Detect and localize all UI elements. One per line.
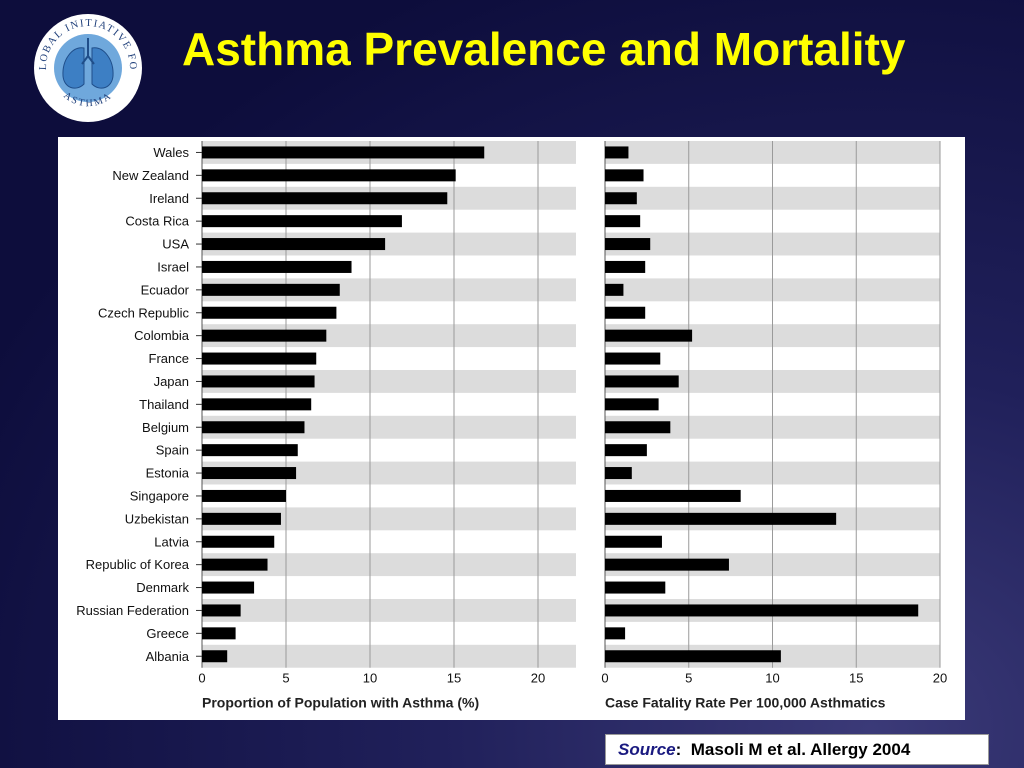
bar [605, 283, 624, 296]
source-label: Source [618, 739, 676, 759]
x-tick-label: 0 [198, 671, 205, 686]
bar [605, 146, 629, 159]
bar [202, 215, 402, 228]
bar [605, 558, 729, 571]
bar [605, 306, 646, 319]
category-label: Singapore [130, 488, 189, 503]
bar [605, 512, 837, 525]
category-label: Denmark [136, 580, 189, 595]
x-tick-label: 0 [601, 671, 608, 686]
bar [202, 352, 317, 365]
category-label: Colombia [134, 328, 190, 343]
chart-panel: Wales New Zealand Ireland Costa Rica USA Isra… [58, 137, 965, 720]
bar [605, 260, 646, 273]
x-tick-label: 20 [933, 671, 947, 686]
bar [202, 169, 456, 182]
bar [605, 352, 661, 365]
category-label: France [149, 351, 189, 366]
bar [202, 306, 337, 319]
bar [605, 581, 666, 594]
x-tick-label: 15 [447, 671, 461, 686]
category-label: New Zealand [112, 168, 189, 183]
category-label: Wales [153, 145, 189, 160]
category-label: Czech Republic [98, 305, 190, 320]
row-band [202, 553, 576, 577]
x-tick-label: 5 [282, 671, 289, 686]
row-band [202, 644, 576, 668]
bar [605, 604, 919, 617]
x-tick-label: 5 [685, 671, 692, 686]
bar [605, 215, 641, 228]
bar [202, 398, 312, 411]
bar [605, 375, 679, 388]
bar [605, 329, 693, 342]
category-label: Japan [154, 374, 189, 389]
bar [202, 467, 297, 480]
bar [202, 650, 228, 663]
category-label: Ireland [149, 191, 189, 206]
category-label: Israel [157, 259, 189, 274]
bar [202, 581, 255, 594]
bar [202, 260, 352, 273]
bar [605, 398, 659, 411]
bar [605, 192, 637, 205]
category-label: Estonia [146, 466, 190, 481]
bar [605, 489, 741, 502]
bar [605, 535, 662, 548]
x-tick-label: 15 [849, 671, 863, 686]
x-tick-label: 10 [363, 671, 377, 686]
category-label: Uzbekistan [125, 511, 189, 526]
bar [202, 375, 315, 388]
x-axis-title: Proportion of Population with Asthma (%) [202, 695, 479, 711]
bar [605, 238, 651, 251]
bar [202, 535, 275, 548]
bar [605, 169, 644, 182]
gina-logo: GLOBAL INITIATIVE FOR ASTHMA [32, 12, 142, 122]
bar [202, 558, 268, 571]
category-label: Greece [146, 626, 189, 641]
category-label: Latvia [154, 534, 189, 549]
bar [202, 146, 485, 159]
bar [202, 192, 448, 205]
bar [202, 329, 327, 342]
row-band [202, 599, 576, 622]
source-citation: Source: Masoli M et al. Allergy 2004 [605, 734, 989, 765]
category-label: Republic of Korea [86, 557, 190, 572]
bar [605, 444, 647, 457]
bar [202, 489, 286, 502]
category-label: Albania [146, 649, 190, 664]
category-label: USA [162, 237, 189, 252]
slide-title: Asthma Prevalence and Mortality [182, 23, 906, 75]
x-tick-label: 10 [765, 671, 779, 686]
source-text: Masoli M et al. Allergy 2004 [690, 739, 911, 759]
bar [202, 604, 241, 617]
category-label: Costa Rica [125, 214, 189, 229]
bar [202, 627, 236, 640]
lungs-globe-icon [62, 38, 114, 89]
row-band [202, 507, 576, 531]
bar [605, 421, 671, 434]
category-label: Belgium [142, 420, 189, 435]
bar [605, 650, 781, 663]
category-label: Thailand [139, 397, 189, 412]
category-label: Ecuador [141, 282, 190, 297]
bar [605, 467, 632, 480]
x-tick-label: 20 [531, 671, 545, 686]
bar [605, 627, 626, 640]
bar [202, 283, 340, 296]
bar [202, 444, 298, 457]
bar [202, 512, 281, 525]
category-label: Russian Federation [76, 603, 189, 618]
category-label: Spain [156, 443, 189, 458]
x-axis-title: Case Fatality Rate Per 100,000 Asthmatic… [605, 695, 886, 711]
bar [202, 421, 305, 434]
source-separator: : [675, 739, 682, 759]
chart-svg: Wales New Zealand Ireland Costa Rica USA Isra… [76, 141, 947, 711]
bar [202, 238, 386, 251]
